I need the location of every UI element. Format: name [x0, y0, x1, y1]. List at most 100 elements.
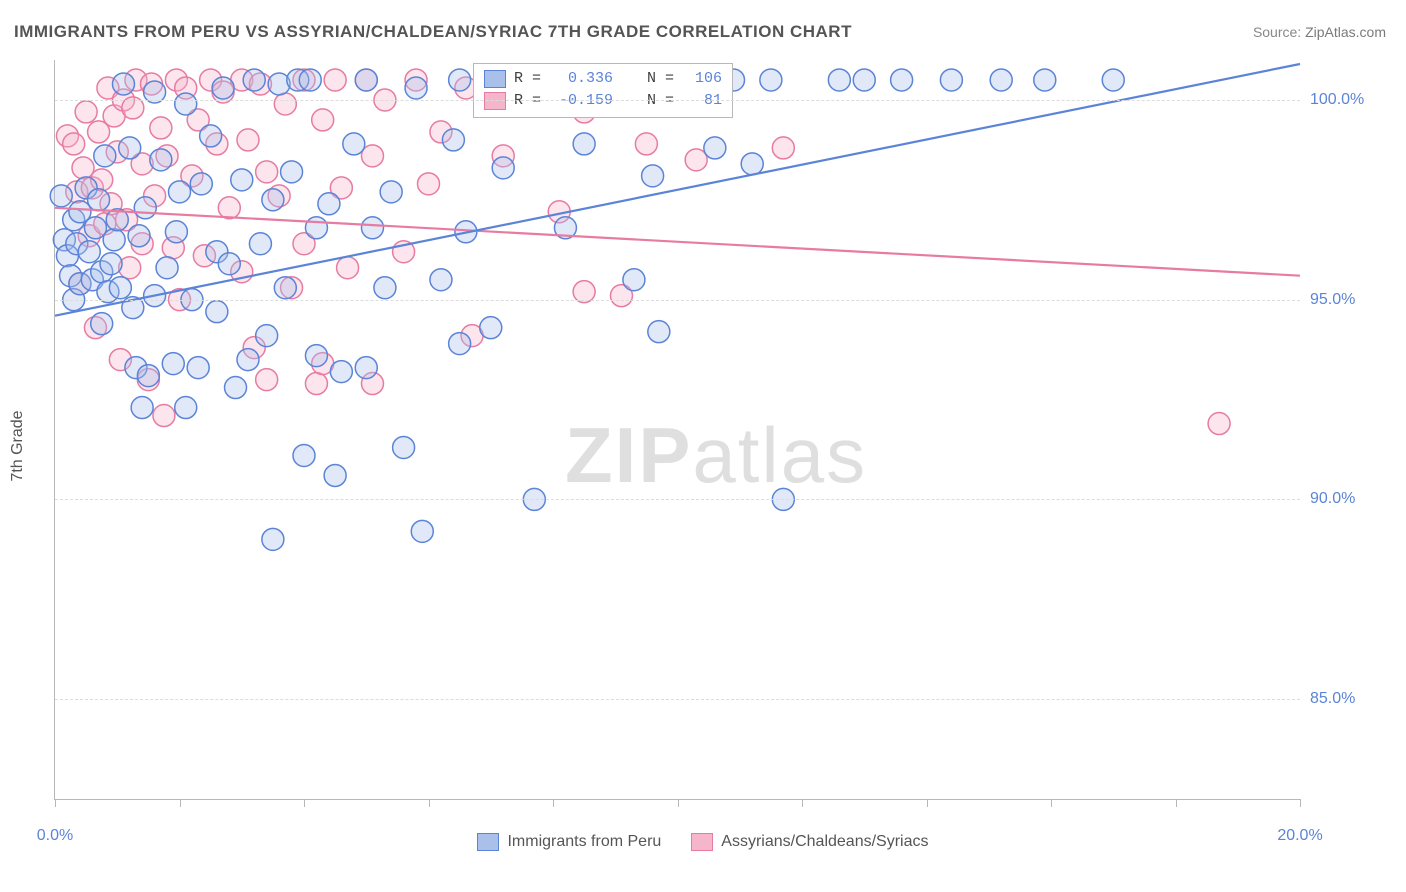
scatter-point	[330, 361, 352, 383]
y-axis-label: 7th Grade	[9, 410, 27, 481]
scatter-point	[635, 133, 657, 155]
scatter-point	[299, 69, 321, 91]
scatter-point	[305, 373, 327, 395]
scatter-point	[411, 520, 433, 542]
scatter-point	[1034, 69, 1056, 91]
source-attribution: Source: ZipAtlas.com	[1253, 24, 1386, 40]
scatter-point	[305, 345, 327, 367]
gridline-h	[55, 699, 1300, 700]
x-tick	[55, 799, 56, 807]
scatter-point	[492, 157, 514, 179]
scatter-point	[256, 161, 278, 183]
r-value-series2: -0.159	[549, 90, 613, 112]
scatter-point	[262, 528, 284, 550]
scatter-point	[430, 269, 452, 291]
scatter-point	[449, 69, 471, 91]
x-tick	[304, 799, 305, 807]
scatter-point	[249, 233, 271, 255]
scatter-point	[648, 321, 670, 343]
scatter-point	[88, 189, 110, 211]
r-label: R =	[514, 90, 541, 112]
scatter-point	[355, 357, 377, 379]
legend-row-series1: R = 0.336 N = 106	[484, 68, 722, 90]
r-value-series1: 0.336	[549, 68, 613, 90]
scatter-point	[187, 357, 209, 379]
x-tick	[802, 799, 803, 807]
scatter-point	[256, 325, 278, 347]
scatter-point	[150, 117, 172, 139]
scatter-point	[94, 145, 116, 167]
legend-row-series2: R = -0.159 N = 81	[484, 90, 722, 112]
legend-swatch-series1	[484, 70, 506, 88]
scatter-point	[741, 153, 763, 175]
scatter-point	[642, 165, 664, 187]
scatter-point	[162, 353, 184, 375]
scatter-point	[940, 69, 962, 91]
scatter-point	[75, 101, 97, 123]
gridline-h	[55, 300, 1300, 301]
x-tick	[1051, 799, 1052, 807]
scatter-point	[281, 161, 303, 183]
scatter-point	[137, 365, 159, 387]
chart-container: IMMIGRANTS FROM PERU VS ASSYRIAN/CHALDEA…	[0, 0, 1406, 892]
scatter-point	[274, 277, 296, 299]
scatter-point	[623, 269, 645, 291]
scatter-point	[231, 169, 253, 191]
x-tick	[429, 799, 430, 807]
scatter-point	[169, 181, 191, 203]
scatter-point	[72, 157, 94, 179]
legend-label-series2: Assyrians/Chaldeans/Syriacs	[721, 833, 928, 851]
scatter-point	[256, 369, 278, 391]
scatter-point	[190, 173, 212, 195]
scatter-point	[1208, 413, 1230, 435]
scatter-point	[103, 229, 125, 251]
scatter-point	[134, 197, 156, 219]
scatter-point	[63, 133, 85, 155]
legend-swatch-series2	[484, 92, 506, 110]
scatter-point	[131, 397, 153, 419]
scatter-point	[274, 93, 296, 115]
scatter-point	[156, 257, 178, 279]
scatter-point	[704, 137, 726, 159]
scatter-point	[50, 185, 72, 207]
scatter-point	[175, 397, 197, 419]
scatter-point	[212, 77, 234, 99]
scatter-point	[119, 137, 141, 159]
scatter-point	[91, 313, 113, 335]
legend-label-series1: Immigrants from Peru	[507, 833, 661, 851]
source-link[interactable]: ZipAtlas.com	[1305, 24, 1386, 40]
scatter-point	[891, 69, 913, 91]
scatter-point	[200, 125, 222, 147]
x-tick	[1176, 799, 1177, 807]
plot-area: ZIPatlas R = 0.336 N = 106 R = -0.159 N …	[54, 60, 1300, 800]
scatter-point	[225, 377, 247, 399]
scatter-point	[380, 181, 402, 203]
scatter-point	[828, 69, 850, 91]
scatter-point	[218, 253, 240, 275]
scatter-point	[337, 257, 359, 279]
n-value-series2: 81	[682, 90, 722, 112]
legend-item-series2: Assyrians/Chaldeans/Syriacs	[691, 833, 928, 851]
scatter-point	[685, 149, 707, 171]
series-legend: Immigrants from Peru Assyrians/Chaldeans…	[0, 833, 1406, 851]
scatter-point	[772, 137, 794, 159]
source-label: Source:	[1253, 24, 1305, 40]
scatter-point	[175, 93, 197, 115]
scatter-point	[449, 333, 471, 355]
scatter-point	[361, 145, 383, 167]
scatter-point	[573, 133, 595, 155]
scatter-point	[218, 197, 240, 219]
scatter-point	[128, 225, 150, 247]
scatter-point	[324, 69, 346, 91]
x-tick	[927, 799, 928, 807]
x-tick	[180, 799, 181, 807]
n-label: N =	[647, 68, 674, 90]
gridline-h	[55, 100, 1300, 101]
chart-title: IMMIGRANTS FROM PERU VS ASSYRIAN/CHALDEA…	[14, 22, 852, 42]
correlation-legend: R = 0.336 N = 106 R = -0.159 N = 81	[473, 63, 733, 118]
scatter-point	[305, 217, 327, 239]
x-tick	[553, 799, 554, 807]
scatter-point	[393, 436, 415, 458]
scatter-point	[760, 69, 782, 91]
scatter-point	[324, 464, 346, 486]
